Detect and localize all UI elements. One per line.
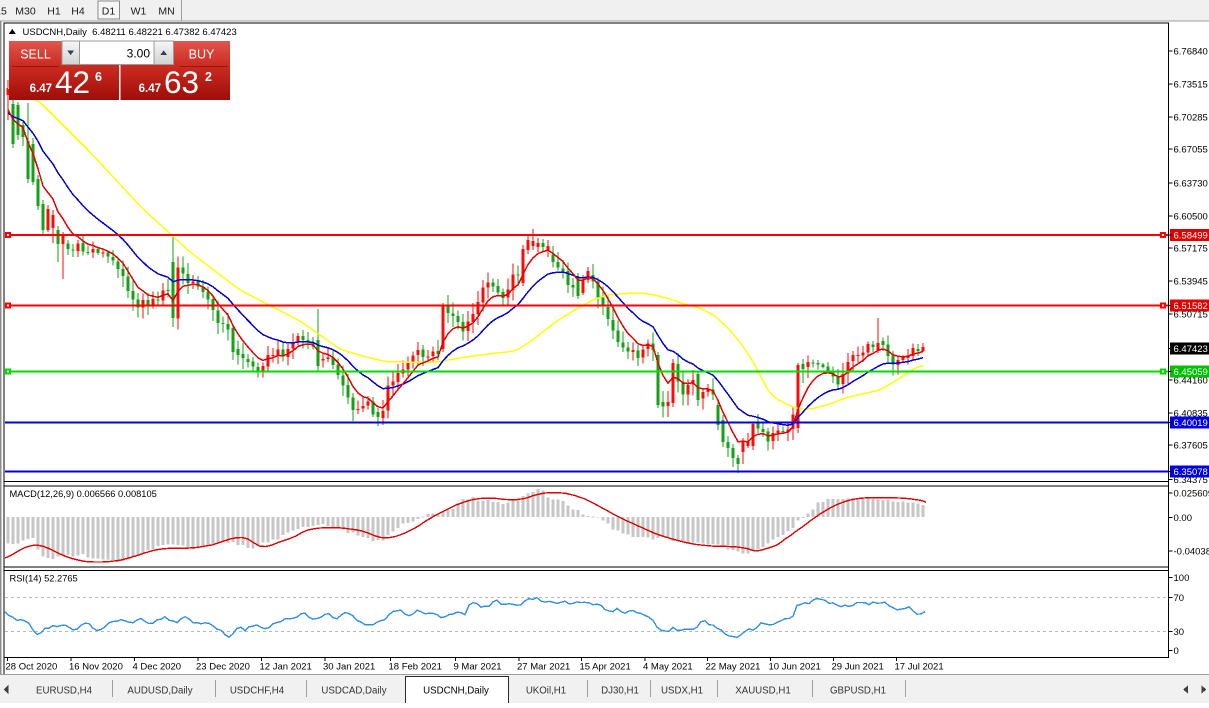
svg-text:UKOil,H1: UKOil,H1 [526, 686, 566, 697]
svg-text:27 Mar 2021: 27 Mar 2021 [517, 662, 570, 673]
svg-text:MACD(12,26,9) 0.006566 0.00810: MACD(12,26,9) 0.006566 0.008105 [10, 489, 157, 499]
svg-text:AUDUSD,Daily: AUDUSD,Daily [127, 686, 192, 697]
svg-text:63: 63 [164, 64, 199, 100]
svg-text:15: 15 [0, 6, 7, 18]
svg-text:USDCNH,Daily 6.48211 6.48221: USDCNH,Daily 6.48211 6.48221 6.47382 6.4… [23, 27, 237, 38]
svg-text:10 Jun 2021: 10 Jun 2021 [769, 662, 821, 673]
svg-text:6.35078: 6.35078 [1174, 467, 1208, 478]
svg-text:6.40019: 6.40019 [1174, 418, 1208, 429]
svg-text:GBPUSD,H1: GBPUSD,H1 [830, 686, 886, 697]
svg-text:H4: H4 [71, 6, 85, 18]
svg-text:W1: W1 [131, 6, 147, 18]
svg-text:18 Feb 2021: 18 Feb 2021 [389, 662, 442, 673]
svg-text:4 Dec 2020: 4 Dec 2020 [133, 662, 182, 673]
svg-text:BUY: BUY [189, 48, 215, 62]
svg-text:EURUSD,H4: EURUSD,H4 [36, 686, 93, 697]
svg-text:100: 100 [1174, 573, 1190, 584]
svg-text:0: 0 [1174, 646, 1179, 657]
svg-text:30: 30 [1174, 627, 1185, 638]
svg-text:12 Jan 2021: 12 Jan 2021 [260, 662, 312, 673]
svg-text:29 Jun 2021: 29 Jun 2021 [832, 662, 884, 673]
svg-text:2: 2 [205, 70, 212, 84]
svg-text:SELL: SELL [20, 48, 51, 62]
svg-text:15 Apr 2021: 15 Apr 2021 [580, 662, 631, 673]
svg-text:6.76840: 6.76840 [1174, 47, 1208, 58]
svg-text:30 Jan 2021: 30 Jan 2021 [323, 662, 375, 673]
svg-text:6.51582: 6.51582 [1174, 301, 1208, 312]
svg-text:6.47423: 6.47423 [1174, 344, 1208, 355]
svg-text:USDX,H1: USDX,H1 [661, 686, 703, 697]
svg-text:DJ30,H1: DJ30,H1 [601, 686, 639, 697]
svg-text:RSI(14) 52.2765: RSI(14) 52.2765 [10, 574, 78, 584]
svg-text:6: 6 [95, 70, 102, 84]
svg-text:6.47: 6.47 [139, 83, 161, 95]
svg-text:4 May 2021: 4 May 2021 [643, 662, 693, 673]
svg-text:6.67055: 6.67055 [1174, 145, 1208, 156]
svg-text:6.53945: 6.53945 [1174, 277, 1208, 288]
svg-text:0.025609: 0.025609 [1174, 489, 1209, 500]
svg-text:6.60500: 6.60500 [1174, 212, 1208, 223]
svg-text:0.00: 0.00 [1174, 513, 1193, 524]
svg-text:6.57175: 6.57175 [1174, 244, 1208, 255]
svg-text:3.00: 3.00 [127, 47, 151, 61]
svg-text:6.70285: 6.70285 [1174, 113, 1208, 124]
svg-text:USDCHF,H4: USDCHF,H4 [230, 686, 285, 697]
svg-text:23 Dec 2020: 23 Dec 2020 [196, 662, 250, 673]
svg-text:70: 70 [1174, 593, 1185, 604]
svg-text:6.47: 6.47 [30, 83, 52, 95]
svg-text:M30: M30 [15, 6, 36, 18]
svg-text:17 Jul 2021: 17 Jul 2021 [895, 662, 944, 673]
svg-text:6.58499: 6.58499 [1174, 231, 1208, 242]
svg-text:6.45059: 6.45059 [1174, 367, 1208, 378]
svg-text:6.37605: 6.37605 [1174, 441, 1208, 452]
svg-text:16 Nov 2020: 16 Nov 2020 [69, 662, 123, 673]
svg-text:6.63730: 6.63730 [1174, 179, 1208, 190]
svg-text:22 May 2021: 22 May 2021 [706, 662, 761, 673]
svg-text:USDCNH,Daily: USDCNH,Daily [423, 686, 489, 697]
svg-text:42: 42 [55, 64, 90, 100]
svg-text:MN: MN [158, 6, 174, 18]
svg-text:28 Oct 2020: 28 Oct 2020 [6, 662, 58, 673]
svg-text:6.73515: 6.73515 [1174, 80, 1208, 91]
svg-text:XAUUSD,H1: XAUUSD,H1 [735, 686, 790, 697]
svg-text:9 Mar 2021: 9 Mar 2021 [454, 662, 502, 673]
svg-text:D1: D1 [102, 6, 116, 18]
svg-text:USDCAD,Daily: USDCAD,Daily [321, 686, 386, 697]
svg-text:-0.04038: -0.04038 [1174, 547, 1209, 558]
svg-text:H1: H1 [47, 6, 61, 18]
